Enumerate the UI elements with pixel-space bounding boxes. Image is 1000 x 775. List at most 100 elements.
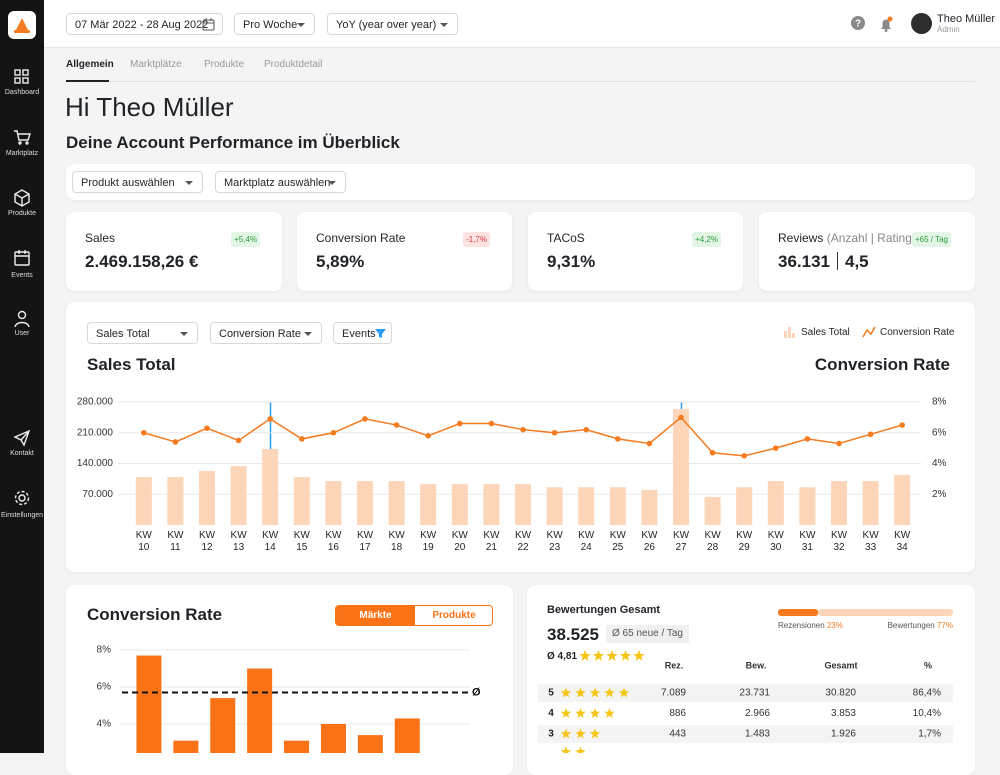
x-tick-label: KW 18: [388, 530, 405, 553]
y-tick-label: 8%: [97, 645, 112, 656]
row-star: [575, 708, 586, 718]
nav-events[interactable]: Events: [11, 272, 33, 279]
column-header: Gesamt: [824, 660, 857, 670]
bar: [831, 481, 847, 525]
product-select[interactable]: Produkt auswählen: [72, 171, 203, 193]
bar: [767, 481, 784, 525]
x-tick-label: KW 12: [198, 530, 216, 553]
date-range[interactable]: 07 Mär 2022 - 28 Aug 2022: [66, 13, 223, 35]
split-value: 77%: [936, 621, 953, 630]
sales-select[interactable]: Sales Total: [87, 322, 198, 344]
split-label: Bewertungen 77%: [888, 621, 953, 630]
split-name: Bewertungen: [887, 621, 935, 630]
bar: [325, 481, 342, 525]
reviews-total: 38.525: [547, 625, 599, 644]
marketplace-select-text: Marktplatz auswählen: [224, 177, 331, 189]
cr-select-text: Conversion Rate: [219, 328, 301, 340]
x-tick-label: KW 19: [420, 530, 437, 553]
kpi-change: +5,4%: [231, 232, 260, 247]
bar: [247, 668, 273, 753]
rating-star: [633, 650, 645, 661]
user-name: Theo Müller: [937, 13, 996, 25]
x-tick-label: KW 23: [546, 530, 563, 553]
bar: [388, 481, 405, 525]
y2-tick-label: 6%: [932, 427, 947, 438]
split-value: 23%: [826, 621, 843, 630]
row-star: [618, 687, 630, 698]
reviews-title: Bewertungen Gesamt: [547, 604, 661, 616]
nav-user[interactable]: User: [14, 330, 30, 337]
split-bar: [818, 609, 953, 616]
logo-icon: [14, 18, 30, 33]
cr-chart-title: Conversion Rate: [87, 605, 223, 624]
header-icons[interactable]: ?: [850, 14, 910, 34]
row-star: [604, 708, 615, 718]
nav-dashboard[interactable]: Dashboard: [4, 89, 40, 96]
split-name: Rezensionen: [778, 621, 825, 630]
row-cell: 1.926: [831, 729, 856, 740]
kpi-value: 2.469.158,26 €: [85, 252, 199, 271]
point: [867, 431, 874, 438]
y2-tick-label: 8%: [932, 397, 947, 408]
kpi-card: Sales 2.469.158,26 € +5,4%: [66, 212, 282, 291]
interval-select[interactable]: Pro Woche: [234, 13, 315, 35]
bar: [862, 481, 879, 525]
x-tick-label: KW 25: [609, 530, 626, 553]
comparison-select[interactable]: YoY (year over year): [327, 13, 458, 35]
bar: [167, 477, 184, 525]
sidebar: Dashboard Marktplatz Produkte Events Use…: [0, 0, 44, 753]
row-cell: 7.089: [661, 688, 686, 699]
toggle-active[interactable]: Märkte: [336, 606, 415, 625]
bar: [293, 477, 310, 525]
x-tick-label: KW 26: [641, 530, 658, 553]
date-range-text: 07 Mär 2022 - 28 Aug 2022: [75, 19, 209, 31]
avatar[interactable]: [911, 13, 932, 34]
kpi-value-wrap: 36.131 4,5: [778, 252, 869, 272]
cr-select[interactable]: Conversion Rate: [210, 322, 322, 344]
user-role: Admin: [937, 25, 960, 34]
nav-einstellungen[interactable]: Einstellungen: [0, 512, 44, 519]
nav-marktplatz[interactable]: Marktplatz: [5, 150, 39, 157]
x-tick-label: KW 34: [894, 530, 911, 553]
row-star: [604, 687, 615, 698]
tab[interactable]: Produktdetail: [264, 59, 323, 70]
point: [836, 440, 842, 447]
charts-layer: 70.000 140.000 210.000 280.000 2% 4% 6% 8% 4% 6% 8…: [77, 397, 953, 753]
bar: [420, 484, 437, 525]
row-cell: 443: [669, 729, 686, 740]
kpi-value: 9,31%: [547, 252, 596, 271]
x-tick-label: KW 28: [704, 530, 721, 553]
tab[interactable]: Produkte: [204, 59, 245, 70]
row-cell: 2.966: [745, 708, 770, 719]
tab[interactable]: Marktplätze: [130, 59, 182, 70]
nav-kontakt[interactable]: Kontakt: [10, 450, 34, 457]
bar: [673, 409, 689, 525]
bar: [799, 487, 816, 525]
y-tick-label: 210.000: [77, 427, 114, 438]
row-cell: 886: [669, 708, 686, 719]
bar: [451, 484, 468, 525]
kpi-change: -1,7%: [463, 232, 490, 247]
comparison-text: YoY (year over year): [336, 19, 437, 31]
point: [330, 429, 337, 436]
point: [141, 429, 147, 436]
nav-produkte[interactable]: Produkte: [7, 210, 37, 217]
bar: [320, 724, 346, 753]
point: [457, 420, 463, 427]
point: [551, 429, 558, 436]
x-tick-label: KW 17: [356, 530, 374, 553]
legend-line-icon: [862, 326, 876, 338]
row-cell: 23.731: [739, 688, 770, 699]
bar: [357, 735, 383, 753]
bar: [199, 470, 215, 525]
y-tick-label: 4%: [97, 719, 112, 730]
events-filter[interactable]: Events: [333, 322, 392, 344]
logo[interactable]: [8, 11, 36, 39]
toggle-option[interactable]: Produkte: [432, 610, 476, 621]
x-tick-label: KW 10: [135, 530, 152, 553]
marketplace-select[interactable]: Marktplatz auswählen: [215, 171, 346, 193]
tab-active[interactable]: Allgemein: [66, 59, 114, 70]
product-select-text: Produkt auswählen: [81, 177, 175, 189]
bar: [230, 466, 247, 525]
kpi-value: 36.131: [778, 252, 830, 271]
